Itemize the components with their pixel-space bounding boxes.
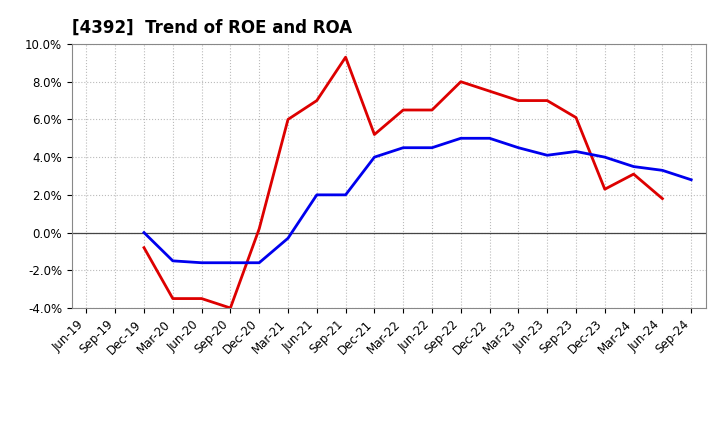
ROE <box>572 115 580 120</box>
ROE <box>658 196 667 201</box>
ROA <box>485 136 494 141</box>
ROE <box>629 172 638 177</box>
ROA <box>312 192 321 198</box>
ROE <box>140 245 148 250</box>
ROE <box>341 55 350 60</box>
ROA <box>456 136 465 141</box>
ROA <box>168 258 177 264</box>
ROA <box>370 154 379 160</box>
ROA <box>140 230 148 235</box>
ROA <box>687 177 696 183</box>
ROE <box>284 117 292 122</box>
ROE <box>485 88 494 94</box>
ROE <box>514 98 523 103</box>
ROA <box>399 145 408 150</box>
ROE <box>312 98 321 103</box>
ROA <box>600 154 609 160</box>
ROA <box>514 145 523 150</box>
ROA <box>284 235 292 241</box>
ROA <box>197 260 206 265</box>
Line: ROA: ROA <box>144 138 691 263</box>
ROE <box>255 226 264 231</box>
Line: ROE: ROE <box>144 57 662 308</box>
ROE <box>168 296 177 301</box>
ROA <box>255 260 264 265</box>
ROE <box>197 296 206 301</box>
ROE <box>600 187 609 192</box>
ROA <box>629 164 638 169</box>
ROA <box>572 149 580 154</box>
ROE <box>226 305 235 311</box>
ROE <box>370 132 379 137</box>
Text: [4392]  Trend of ROE and ROA: [4392] Trend of ROE and ROA <box>72 19 352 37</box>
ROE <box>456 79 465 84</box>
ROA <box>341 192 350 198</box>
ROE <box>428 107 436 113</box>
ROA <box>543 153 552 158</box>
ROA <box>658 168 667 173</box>
ROA <box>428 145 436 150</box>
ROA <box>226 260 235 265</box>
ROE <box>399 107 408 113</box>
ROE <box>543 98 552 103</box>
